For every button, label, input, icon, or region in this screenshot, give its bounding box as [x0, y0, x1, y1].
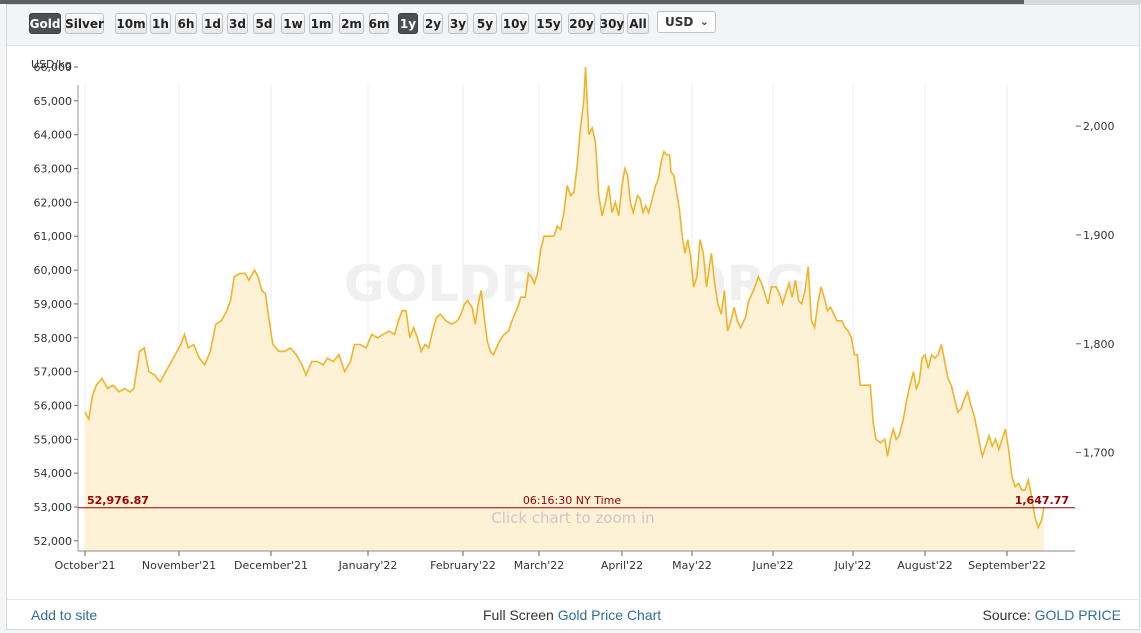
range-button-2y[interactable]: 2y — [423, 13, 443, 34]
x-tick-label-10: August'22 — [897, 559, 953, 572]
chart-toolbar: Gold Silver 10m 1h 6h 1d 3d 5d 1w 1m 2m 6m 1y 2y 3y 5y 1… — [7, 5, 1139, 46]
y-left-tick-label-2: 54,000 — [34, 467, 73, 480]
y-left-tick-label-5: 57,000 — [34, 366, 73, 379]
currency-select[interactable]: USD ⌄ — [657, 11, 716, 33]
chart-footer: Add to site Full Screen Gold Price Chart… — [7, 599, 1139, 630]
range-button-1w[interactable]: 1w — [281, 13, 305, 34]
x-tick-label-5: March'22 — [514, 559, 565, 572]
x-tick-label-7: May'22 — [672, 559, 712, 572]
source-prefix: Source: — [982, 607, 1031, 623]
range-button-1m[interactable]: 1m — [309, 13, 333, 34]
range-button-3d[interactable]: 3d — [227, 13, 248, 34]
range-button-6m[interactable]: 6m — [369, 13, 389, 34]
metal-button-gold[interactable]: Gold — [29, 13, 61, 34]
y-left-tick-label-1: 53,000 — [34, 501, 73, 514]
range-button-1h[interactable]: 1h — [150, 13, 171, 34]
range-button-5d[interactable]: 5d — [253, 13, 275, 34]
range-button-3y[interactable]: 3y — [448, 13, 468, 34]
y-left-tick-label-13: 65,000 — [34, 95, 73, 108]
source-text: Source: GOLD PRICE — [983, 607, 1122, 623]
x-tick-label-4: February'22 — [430, 559, 496, 572]
y-left-tick-label-12: 64,000 — [34, 129, 73, 142]
x-tick-label-0: October'21 — [54, 559, 115, 572]
crosshair-right-value: 1,647.77 — [1015, 494, 1069, 507]
y-left-tick-label-9: 61,000 — [34, 230, 73, 243]
y-right-tick-label-1: 1,800 — [1083, 338, 1115, 351]
full-screen-prefix: Full Screen — [483, 607, 554, 623]
y-left-tick-label-11: 63,000 — [34, 163, 73, 176]
range-button-1y[interactable]: 1y — [398, 13, 418, 34]
zoom-hint: Click chart to zoom in — [491, 509, 654, 527]
range-button-1d[interactable]: 1d — [202, 13, 223, 34]
window-top-strip — [0, 0, 1141, 4]
y-right-tick-label-2: 1,900 — [1083, 229, 1115, 242]
x-tick-label-2: December'21 — [234, 559, 308, 572]
range-button-6h[interactable]: 6h — [175, 13, 197, 34]
y-left-tick-label-6: 58,000 — [34, 332, 73, 345]
y-left-tick-label-3: 55,000 — [34, 433, 73, 446]
gold-price-source-link[interactable]: GOLD PRICE — [1034, 607, 1121, 623]
chevron-down-icon: ⌄ — [699, 15, 709, 28]
chart-widget: Gold Silver 10m 1h 6h 1d 3d 5d 1w 1m 2m 6m 1y 2y 3y 5y 1… — [6, 4, 1140, 630]
y-left-tick-label-4: 56,000 — [34, 399, 73, 412]
x-tick-label-6: April'22 — [601, 559, 643, 572]
x-tick-label-11: September'22 — [968, 559, 1046, 572]
range-button-20y[interactable]: 20y — [568, 13, 595, 34]
y-left-tick-label-10: 62,000 — [34, 196, 73, 209]
range-button-2m[interactable]: 2m — [339, 13, 364, 34]
full-screen-text: Full Screen Gold Price Chart — [483, 607, 661, 623]
price-area-fill — [85, 67, 1044, 551]
currency-select-value: USD — [665, 15, 694, 29]
metal-button-silver[interactable]: Silver — [65, 13, 104, 34]
y-left-tick-label-7: 59,000 — [34, 298, 73, 311]
x-tick-label-3: January'22 — [338, 559, 398, 572]
y-right-tick-label-0: 1,700 — [1083, 447, 1115, 460]
range-button-15y[interactable]: 15y — [535, 13, 562, 34]
range-button-5y[interactable]: 5y — [473, 13, 497, 34]
y-right-tick-label-3: 2,000 — [1083, 120, 1115, 133]
y-left-tick-label-8: 60,000 — [34, 264, 73, 277]
range-button-10y[interactable]: 10y — [501, 13, 529, 34]
y-left-tick-label-14: 66,000 — [34, 61, 73, 74]
add-to-site-link[interactable]: Add to site — [31, 607, 98, 623]
range-button-10m[interactable]: 10m — [115, 13, 147, 34]
y-left-tick-label-0: 52,000 — [34, 535, 73, 548]
window-top-strip-right — [1024, 0, 1141, 4]
price-line — [84, 66, 1045, 530]
crosshair-time: 06:16:30 NY Time — [523, 494, 621, 507]
gold-price-chart-link[interactable]: Gold Price Chart — [557, 607, 662, 623]
range-button-30y[interactable]: 30y — [600, 13, 624, 34]
y-axis-unit-label: USD/kg — [31, 58, 72, 71]
x-tick-label-1: November'21 — [142, 559, 216, 572]
range-button-all[interactable]: All — [627, 13, 649, 34]
x-tick-label-8: June'22 — [752, 559, 794, 572]
x-tick-label-9: July'22 — [834, 559, 872, 572]
crosshair-left-value: 52,976.87 — [87, 494, 149, 507]
